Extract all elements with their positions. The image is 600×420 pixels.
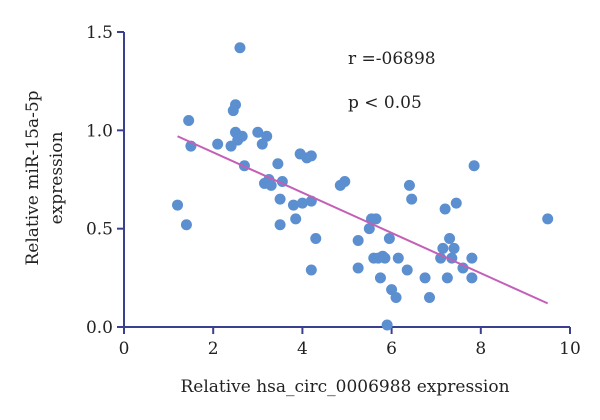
data-point: [444, 233, 456, 244]
data-point: [183, 115, 195, 126]
data-point: [390, 292, 402, 303]
data-point: [274, 193, 286, 205]
data-point: [466, 272, 478, 284]
data-point: [339, 175, 351, 187]
y-axis-title-line-1: Relative miR-15a-5p: [23, 90, 43, 265]
data-point: [403, 179, 415, 191]
x-ticks: 0 2 4 6 8 10: [119, 327, 581, 359]
y-tick-label: 1.5: [86, 23, 113, 43]
x-tick-label: 8: [475, 339, 486, 359]
data-point: [437, 242, 449, 254]
x-tick-label: 2: [208, 339, 219, 359]
data-point: [383, 233, 395, 244]
x-axis-title: Relative hsa_circ_0006988 expression: [180, 377, 509, 397]
data-point: [310, 233, 322, 244]
y-ticks: 0.0 0.5 1.0 1.5: [86, 23, 124, 338]
correlation-annotation: r =-06898: [348, 49, 436, 69]
y-tick-label: 0.5: [86, 220, 113, 240]
data-point: [305, 264, 317, 276]
data-point: [457, 262, 469, 274]
data-point: [212, 138, 224, 150]
data-point: [468, 160, 480, 172]
data-point: [424, 292, 436, 303]
data-point: [305, 150, 317, 162]
y-tick-label: 0.0: [86, 318, 113, 338]
data-point: [392, 252, 404, 264]
data-point: [236, 130, 248, 142]
data-point: [450, 197, 462, 209]
data-point: [352, 262, 364, 274]
x-tick-label: 10: [559, 339, 581, 359]
data-point: [363, 223, 375, 235]
data-point: [542, 213, 554, 225]
data-point: [401, 264, 413, 276]
data-point: [234, 42, 246, 54]
y-tick-label: 1.0: [86, 121, 113, 141]
data-point: [180, 219, 192, 231]
data-point: [230, 99, 241, 111]
data-point: [381, 319, 393, 331]
data-point: [290, 213, 302, 225]
data-point: [374, 272, 386, 284]
data-point: [272, 158, 284, 170]
p-value-annotation: p < 0.05: [348, 93, 422, 113]
data-point: [265, 179, 277, 191]
data-point: [406, 193, 418, 205]
data-point: [172, 199, 184, 211]
data-point: [296, 197, 308, 209]
x-tick-label: 6: [386, 339, 397, 359]
data-point: [261, 130, 273, 142]
data-point: [287, 199, 299, 211]
data-point: [448, 242, 460, 254]
regression-line: [177, 135, 549, 305]
y-axis-title-line-2: expression: [47, 132, 67, 225]
data-point: [252, 126, 264, 138]
x-tick-label: 4: [297, 339, 308, 359]
data-points: [172, 42, 554, 331]
data-point: [441, 272, 453, 284]
data-point: [352, 234, 364, 246]
data-point: [274, 219, 286, 231]
x-tick-label: 0: [119, 339, 130, 359]
axes: [123, 32, 570, 328]
data-point: [419, 272, 431, 284]
data-point: [379, 252, 391, 264]
data-point: [439, 203, 451, 215]
data-point: [370, 213, 382, 225]
data-point: [466, 252, 478, 264]
